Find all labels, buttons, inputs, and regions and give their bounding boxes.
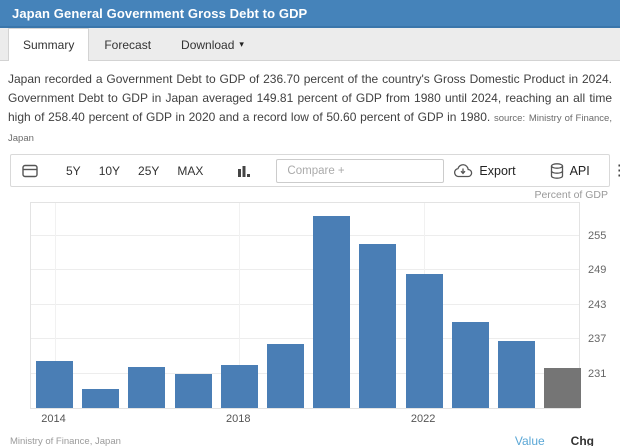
tab-download[interactable]: Download ▾ [166,28,259,60]
bar-2022[interactable] [405,274,443,408]
chart-section: Percent of GDP 231 237 243 249 255 2014 2018 2… [0,187,620,446]
v-gridline [239,203,241,408]
y-tick-label: 249 [588,264,607,276]
tab-summary[interactable]: Summary [8,28,90,61]
export-label: Export [479,163,516,178]
value-toggle[interactable]: Value [514,434,545,446]
v-gridline [54,203,56,408]
chart-source: Ministry of Finance, Japan [10,435,121,446]
bar-2014[interactable] [36,361,73,408]
h-gridline [31,372,579,374]
chart-type-button[interactable] [226,155,262,186]
plot-area [30,202,582,409]
range-25y-button[interactable]: 25Y [129,164,168,178]
range-button-group: 5Y 10Y 25Y MAX [57,164,212,178]
x-tick-label: 2018 [226,413,251,425]
h-gridline [31,234,579,236]
api-label: API [569,163,590,178]
export-button[interactable]: Export [444,155,524,186]
y-tick-label: 231 [588,367,607,380]
bar-2021[interactable] [359,244,397,408]
tab-forecast[interactable]: Forecast [89,28,166,60]
bar-2020[interactable] [313,216,351,408]
tab-download-label: Download [181,37,235,52]
bar-2024[interactable] [498,340,535,408]
chart-footer: Ministry of Finance, Japan Value Chg [0,434,620,446]
range-max-button[interactable]: MAX [168,164,212,178]
page-title: Japan General Government Gross Debt to G… [12,5,308,21]
calendar-icon [22,164,38,178]
source-label: source: [493,113,526,124]
range-10y-button[interactable]: 10Y [90,164,129,178]
x-tick-label: 2022 [410,413,436,425]
bar-2016[interactable] [128,366,166,408]
more-options-icon[interactable]: ⋮ [611,162,620,179]
h-gridline [31,303,579,305]
summary-body: Japan recorded a Government Debt to GDP … [8,72,612,124]
cloud-download-icon [453,163,473,178]
h-gridline [31,269,579,270]
chg-toggle[interactable]: Chg [570,434,594,446]
source-name: Ministry of Finance, Japan [8,113,612,144]
x-axis-labels: 2014 2018 2022 [30,413,580,427]
bar-2018[interactable] [220,365,258,408]
date-range-button[interactable] [11,155,49,186]
tab-summary-label: Summary [23,38,75,52]
bar-2019[interactable] [267,344,304,408]
compare-input[interactable] [276,158,445,183]
y-axis-labels: 231 237 243 249 255 [588,202,618,409]
chevron-down-icon: ▾ [239,39,244,49]
database-icon [550,162,564,179]
y-tick-label: 255 [588,229,607,242]
h-gridline [31,338,579,339]
compare-wrap [276,158,445,183]
range-5y-button[interactable]: 5Y [57,164,90,178]
tab-forecast-label: Forecast [104,37,152,52]
y-axis-title: Percent of GDP [534,189,608,201]
y-tick-label: 237 [588,333,607,345]
column-chart-icon [237,164,251,178]
summary-text: Japan recorded a Government Debt to GDP … [8,70,612,148]
bar-2023[interactable] [451,321,489,408]
bar-2025[interactable] [544,367,582,408]
bar-2017[interactable] [174,373,212,408]
page-header: Japan General Government Gross Debt to G… [0,0,620,28]
chart-toolbar: 5Y 10Y 25Y MAX Export API ⋮ [10,154,620,187]
bar-2015[interactable] [82,389,120,408]
x-tick-label: 2014 [41,413,66,425]
tab-bar: Summary Forecast Download ▾ [0,28,620,61]
api-button[interactable]: API [541,155,599,186]
y-tick-label: 243 [588,298,607,311]
